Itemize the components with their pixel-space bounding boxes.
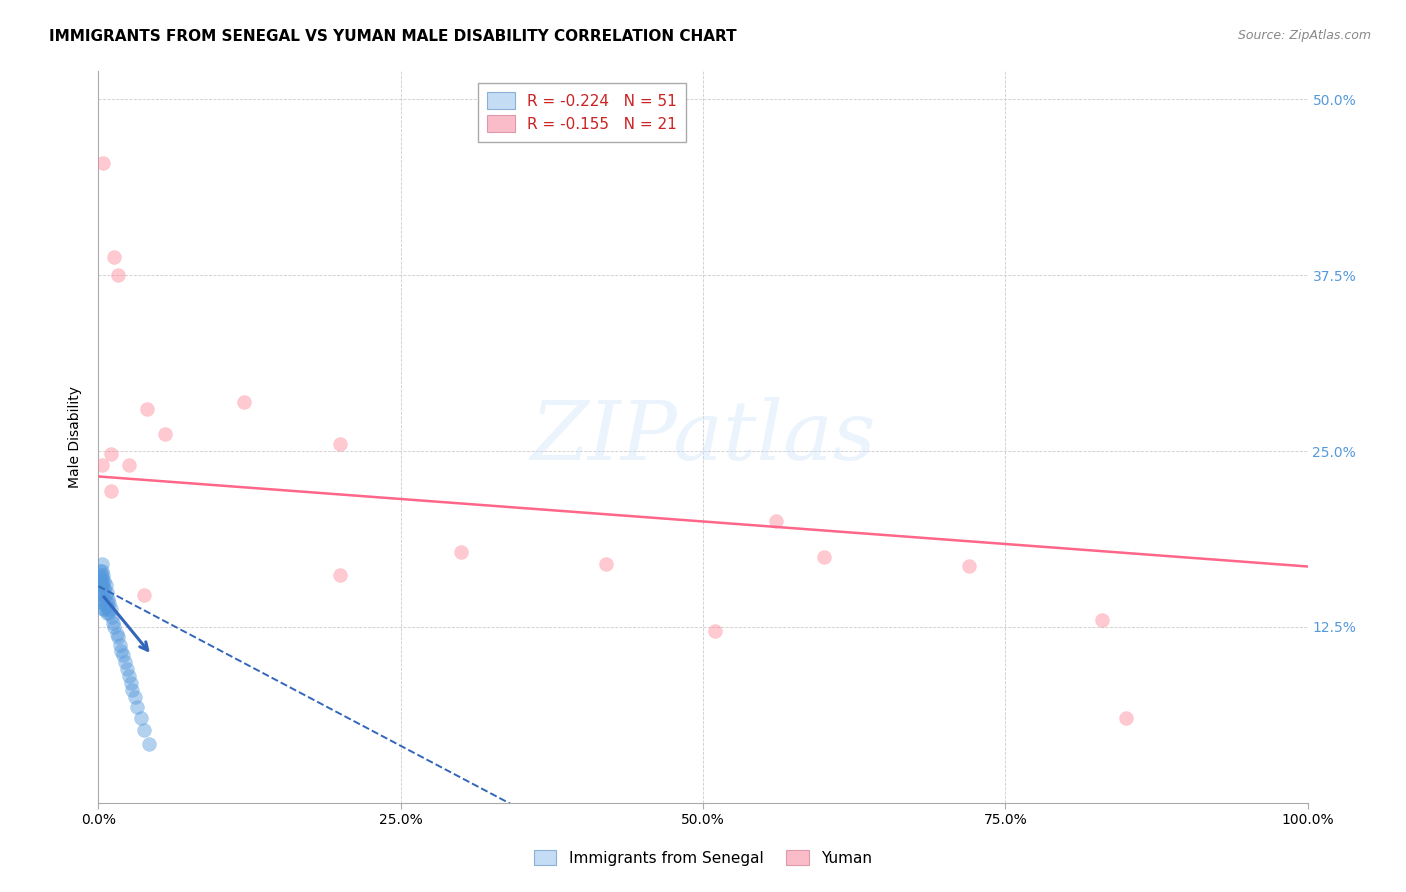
- Point: [91, 156, 114, 170]
- Point: [91, 578, 114, 592]
- Text: Source: ZipAtlas.com: Source: ZipAtlas.com: [1237, 29, 1371, 42]
- Point: [90, 584, 112, 599]
- Point: [329, 568, 352, 582]
- Point: [94, 588, 117, 602]
- Point: [103, 250, 125, 264]
- Point: [96, 584, 118, 599]
- Point: [450, 545, 472, 559]
- Text: IMMIGRANTS FROM SENEGAL VS YUMAN MALE DISABILITY CORRELATION CHART: IMMIGRANTS FROM SENEGAL VS YUMAN MALE DI…: [49, 29, 737, 44]
- Point: [91, 596, 114, 610]
- Point: [96, 596, 118, 610]
- Point: [118, 458, 141, 473]
- Point: [108, 638, 131, 652]
- Point: [107, 268, 129, 283]
- Point: [595, 557, 617, 571]
- Point: [98, 606, 121, 620]
- Point: [91, 595, 114, 609]
- Point: [118, 669, 141, 683]
- Point: [91, 557, 114, 571]
- Point: [93, 601, 115, 615]
- Point: [97, 601, 120, 615]
- Point: [134, 588, 156, 602]
- Point: [91, 588, 114, 602]
- Point: [100, 610, 122, 624]
- Point: [100, 447, 122, 461]
- Point: [93, 574, 115, 588]
- Point: [135, 401, 157, 416]
- Point: [91, 578, 114, 592]
- Point: [138, 737, 160, 751]
- Point: [93, 591, 115, 606]
- Point: [90, 578, 112, 592]
- Point: [98, 596, 121, 610]
- Point: [103, 620, 125, 634]
- Point: [813, 549, 835, 564]
- Point: [100, 483, 122, 498]
- Point: [91, 601, 114, 615]
- Point: [90, 574, 112, 588]
- Point: [101, 615, 124, 630]
- Point: [96, 606, 118, 620]
- Point: [90, 568, 112, 582]
- Legend: R = -0.224   N = 51, R = -0.155   N = 21: R = -0.224 N = 51, R = -0.155 N = 21: [478, 83, 686, 142]
- Point: [129, 711, 152, 725]
- Legend: Immigrants from Senegal, Yuman: Immigrants from Senegal, Yuman: [527, 844, 879, 871]
- Point: [91, 588, 114, 602]
- Point: [957, 559, 980, 574]
- Point: [704, 624, 727, 639]
- Text: ZIPatlas: ZIPatlas: [530, 397, 876, 477]
- Point: [91, 571, 114, 585]
- Point: [121, 683, 143, 698]
- Point: [127, 700, 149, 714]
- Point: [111, 648, 134, 662]
- Point: [94, 578, 117, 592]
- Point: [89, 571, 111, 585]
- Point: [1091, 613, 1114, 627]
- Point: [94, 599, 117, 613]
- Point: [89, 564, 111, 578]
- Point: [110, 644, 132, 658]
- Point: [232, 395, 254, 409]
- Point: [97, 591, 120, 606]
- Point: [329, 437, 352, 451]
- Point: [117, 662, 139, 676]
- Point: [120, 676, 142, 690]
- Y-axis label: Male Disability: Male Disability: [69, 386, 83, 488]
- Point: [100, 601, 122, 615]
- Point: [114, 655, 136, 669]
- Point: [134, 723, 156, 737]
- Point: [107, 630, 129, 644]
- Point: [91, 568, 114, 582]
- Point: [765, 515, 787, 529]
- Point: [124, 690, 146, 705]
- Point: [153, 427, 176, 442]
- Point: [91, 458, 114, 473]
- Point: [93, 582, 115, 596]
- Point: [91, 564, 114, 578]
- Point: [105, 627, 128, 641]
- Point: [89, 578, 111, 592]
- Point: [1115, 711, 1137, 725]
